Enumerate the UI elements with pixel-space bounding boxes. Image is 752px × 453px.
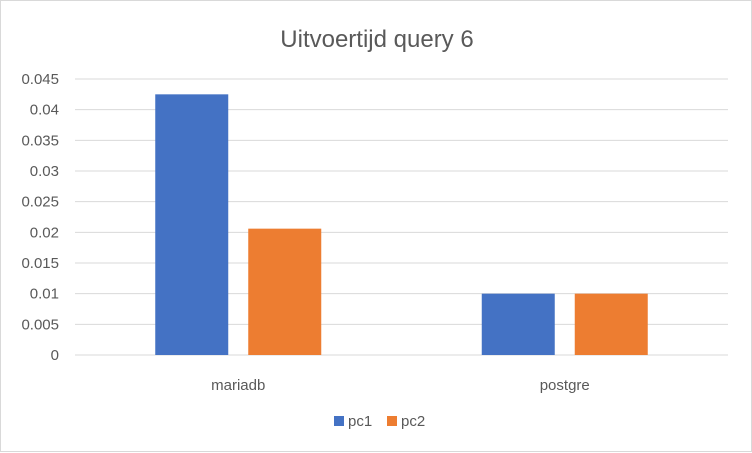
bar-pc1-mariadb: [155, 94, 229, 355]
legend: pc1 pc2: [334, 413, 425, 430]
y-tick-label: 0.01: [30, 286, 59, 303]
y-tick-label: 0.015: [21, 255, 59, 272]
bar-pc1-postgre: [481, 293, 555, 355]
chart-title: Uitvoertijd query 6: [280, 26, 473, 53]
y-tick-label: 0.02: [30, 224, 59, 241]
y-tick-label: 0.035: [21, 132, 59, 149]
y-tick-label: 0.025: [21, 194, 59, 211]
y-tick-label: 0: [51, 347, 59, 364]
legend-label-pc1: pc1: [348, 413, 372, 430]
x-tick-label: mariadb: [211, 377, 265, 394]
y-axis-ticks: 0 0.005 0.01 0.015 0.02 0.025 0.03 0.035 0.04 0.0…: [21, 71, 59, 364]
bar-pc2-mariadb: [248, 228, 322, 355]
legend-swatch-pc1: [334, 416, 344, 426]
x-tick-label: postgre: [540, 377, 590, 394]
y-tick-label: 0.045: [21, 71, 59, 88]
bar-pc2-postgre: [574, 293, 648, 355]
bars: [155, 94, 648, 355]
legend-label-pc2: pc2: [401, 413, 425, 430]
y-tick-label: 0.005: [21, 316, 59, 333]
y-tick-label: 0.04: [30, 102, 59, 119]
y-tick-label: 0.03: [30, 163, 59, 180]
x-axis-ticks: mariadb postgre: [211, 377, 590, 394]
legend-swatch-pc2: [387, 416, 397, 426]
